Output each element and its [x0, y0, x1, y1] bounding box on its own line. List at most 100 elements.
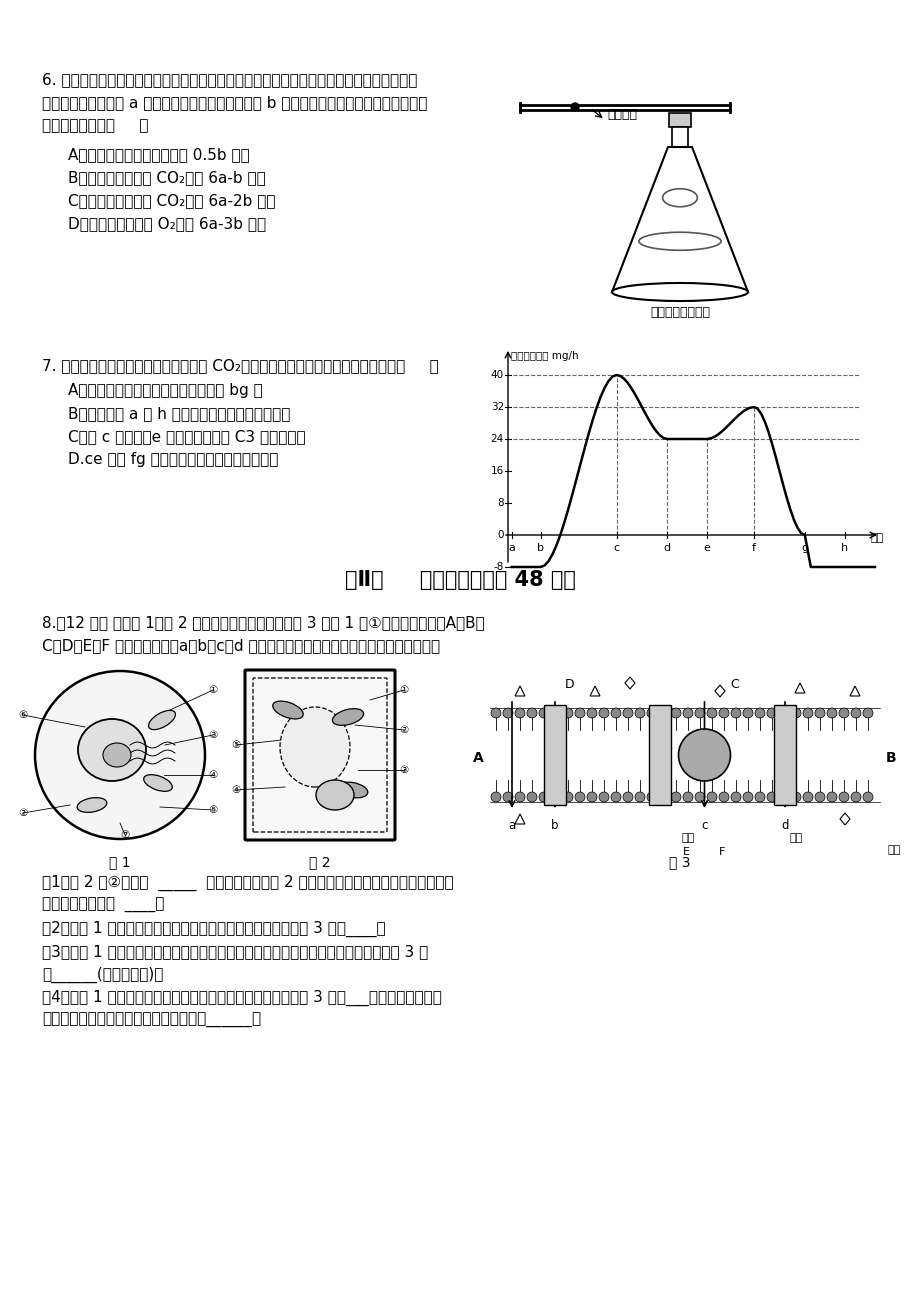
Circle shape — [622, 708, 632, 717]
Circle shape — [743, 708, 752, 717]
Text: ②: ② — [18, 809, 28, 818]
Text: 吸收二氧化碳 mg/h: 吸收二氧化碳 mg/h — [510, 352, 578, 361]
Bar — [668, 113, 690, 128]
Text: 24: 24 — [490, 434, 504, 444]
Text: ②: ② — [399, 725, 408, 736]
Text: b: b — [550, 819, 558, 832]
Text: 32: 32 — [490, 402, 504, 411]
Ellipse shape — [148, 711, 176, 729]
Circle shape — [682, 792, 692, 802]
Circle shape — [838, 792, 848, 802]
Text: 则色素主要存在于  ____。: 则色素主要存在于 ____。 — [42, 898, 165, 913]
Circle shape — [862, 792, 872, 802]
Text: f: f — [752, 543, 755, 553]
Polygon shape — [611, 147, 747, 292]
Circle shape — [826, 792, 836, 802]
Text: ⑥: ⑥ — [18, 710, 28, 720]
Text: F: F — [719, 848, 725, 857]
Circle shape — [778, 792, 789, 802]
Bar — [648, 704, 670, 805]
Circle shape — [574, 708, 584, 717]
Text: c: c — [700, 819, 707, 832]
Circle shape — [802, 708, 812, 717]
Circle shape — [610, 708, 620, 717]
Circle shape — [719, 708, 728, 717]
Text: e: e — [703, 543, 709, 553]
Polygon shape — [589, 686, 599, 697]
Text: （1）图 2 中②与植物  _____  的形成有关。若图 2 是紫色洋葱鳞片叶表皮细胞的一部分，: （1）图 2 中②与植物 _____ 的形成有关。若图 2 是紫色洋葱鳞片叶表皮… — [42, 875, 453, 891]
Circle shape — [862, 708, 872, 717]
Circle shape — [586, 708, 596, 717]
Circle shape — [766, 708, 777, 717]
Circle shape — [754, 708, 765, 717]
Text: 8.（12 分） 下列图 1、图 2 是细胞的亚显微结构图。图 3 是图 1 中①的结构示意图，A、B、: 8.（12 分） 下列图 1、图 2 是细胞的亚显微结构图。图 3 是图 1 中… — [42, 615, 484, 630]
Text: ③: ③ — [399, 766, 408, 775]
FancyBboxPatch shape — [244, 671, 394, 840]
Ellipse shape — [279, 707, 349, 786]
Ellipse shape — [77, 798, 107, 812]
Ellipse shape — [315, 780, 354, 810]
Text: -8: -8 — [494, 562, 504, 572]
Circle shape — [802, 792, 812, 802]
Text: 0: 0 — [497, 530, 504, 540]
Text: b: b — [537, 543, 543, 553]
Circle shape — [678, 729, 730, 781]
Circle shape — [491, 792, 501, 802]
Polygon shape — [849, 686, 859, 697]
Circle shape — [754, 792, 765, 802]
Circle shape — [706, 708, 716, 717]
Text: C: C — [730, 678, 739, 691]
Circle shape — [515, 792, 525, 802]
Circle shape — [527, 792, 537, 802]
Text: 装置中葡萄糖减少了 a 摩尔，气体的体积总量增加了 b 摩尔。以下关于酵母菌细胞呼吸的分: 装置中葡萄糖减少了 a 摩尔，气体的体积总量增加了 b 摩尔。以下关于酵母菌细胞… — [42, 95, 427, 109]
Text: 下列曲线与酒精跨膜运输方式相符合的是______。: 下列曲线与酒精跨膜运输方式相符合的是______。 — [42, 1013, 261, 1029]
Circle shape — [743, 792, 752, 802]
Text: 有色液滴: 有色液滴 — [607, 108, 636, 121]
Circle shape — [694, 792, 704, 802]
Circle shape — [706, 792, 716, 802]
Text: A: A — [472, 751, 483, 766]
Text: c: c — [613, 543, 619, 553]
Text: A．无氧呼吸消耗的葡萄糖为 0.5b 摩尔: A．无氧呼吸消耗的葡萄糖为 0.5b 摩尔 — [68, 147, 249, 161]
Text: d: d — [780, 819, 788, 832]
Circle shape — [826, 708, 836, 717]
Ellipse shape — [143, 775, 172, 792]
Circle shape — [539, 792, 549, 802]
Circle shape — [790, 792, 800, 802]
Circle shape — [814, 792, 824, 802]
Bar — [773, 704, 795, 805]
Text: h: h — [840, 543, 847, 553]
Ellipse shape — [78, 719, 146, 781]
Bar — [671, 128, 687, 147]
Circle shape — [778, 708, 789, 717]
Text: 酵母菌＋葡萄糖液: 酵母菌＋葡萄糖液 — [650, 306, 709, 319]
Circle shape — [503, 708, 513, 717]
Text: 内侧: 内侧 — [887, 845, 901, 855]
Text: 能量: 能量 — [680, 833, 694, 842]
Polygon shape — [515, 686, 525, 697]
Ellipse shape — [103, 743, 130, 767]
Circle shape — [670, 708, 680, 717]
Circle shape — [598, 708, 608, 717]
Text: （3）若图 1 代表人体内能吞噬病原体的白细胞，则该细胞能识别病原体主要依赖于图 3 中: （3）若图 1 代表人体内能吞噬病原体的白细胞，则该细胞能识别病原体主要依赖于图… — [42, 944, 427, 960]
Circle shape — [646, 708, 656, 717]
Text: 图 2: 图 2 — [309, 855, 331, 868]
Circle shape — [562, 708, 573, 717]
Circle shape — [682, 708, 692, 717]
Circle shape — [598, 792, 608, 802]
Text: d: d — [663, 543, 670, 553]
Circle shape — [766, 792, 777, 802]
Text: ⑦: ⑦ — [120, 829, 130, 840]
Text: （2）若图 1 代表小肠上皮细胞，其吸收氨基酸的运输方式为图 3 中的____。: （2）若图 1 代表小肠上皮细胞，其吸收氨基酸的运输方式为图 3 中的____。 — [42, 921, 385, 937]
Text: 6. 把盛有酵母菌和葡萄糖混合液的装置（如右图）置于适宜温度下，一段时间后，经检测，: 6. 把盛有酵母菌和葡萄糖混合液的装置（如右图）置于适宜温度下，一段时间后，经检… — [42, 72, 417, 87]
Circle shape — [731, 792, 740, 802]
Polygon shape — [839, 812, 849, 825]
Text: （4）若图 1 代表胃黏膜上皮细胞，人在饮酒时，酒精是通过图 3 中的___方式进入该细胞。: （4）若图 1 代表胃黏膜上皮细胞，人在饮酒时，酒精是通过图 3 中的___方式… — [42, 990, 441, 1006]
Text: 40: 40 — [491, 370, 504, 380]
Circle shape — [694, 708, 704, 717]
Ellipse shape — [335, 783, 368, 798]
Circle shape — [731, 708, 740, 717]
Circle shape — [515, 708, 525, 717]
Text: 16: 16 — [490, 466, 504, 477]
Text: 能量: 能量 — [789, 833, 802, 842]
